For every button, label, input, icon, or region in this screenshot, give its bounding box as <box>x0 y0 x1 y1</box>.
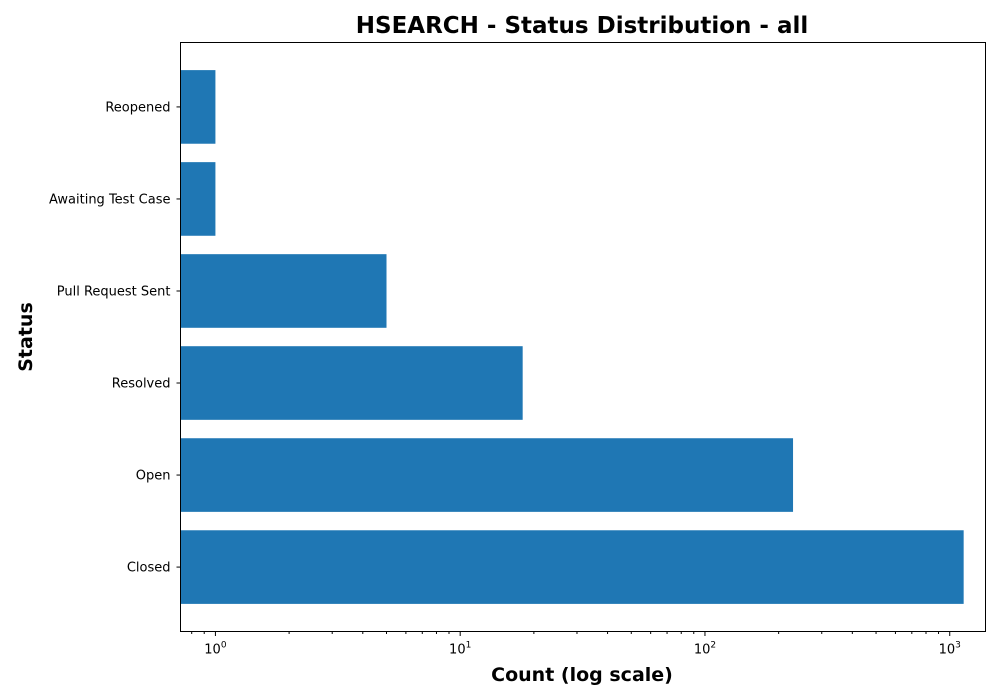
y-axis-ticks: Closed Open Resolved Pull Request Sent Await… <box>49 100 181 576</box>
y-tick-label: Open <box>136 469 171 484</box>
bar-resolved <box>180 346 523 420</box>
x-tick-label: 101 <box>449 641 471 658</box>
bar-awaiting-test-case <box>180 162 216 236</box>
y-tick-label: Closed <box>127 561 171 576</box>
x-axis-label: Count (log scale) <box>491 664 673 686</box>
y-tick-label: Resolved <box>112 377 171 392</box>
chart-title: HSEARCH - Status Distribution - all <box>356 13 809 39</box>
bar-reopened <box>180 70 216 144</box>
bar-closed <box>180 530 964 604</box>
bars-layer <box>180 70 964 604</box>
y-tick-label: Awaiting Test Case <box>49 192 170 207</box>
x-tick-label: 103 <box>939 641 961 658</box>
bar-pull-request-sent <box>180 254 387 328</box>
y-axis-label: Status <box>15 302 37 372</box>
bar-open <box>180 438 794 512</box>
plot-frame <box>180 42 986 632</box>
x-tick-label: 102 <box>694 641 716 658</box>
y-tick-label: Reopened <box>105 100 170 115</box>
x-tick-label: 100 <box>204 641 227 658</box>
x-axis-ticks: 100 101 102 103 <box>191 631 961 658</box>
y-tick-label: Pull Request Sent <box>57 284 171 299</box>
